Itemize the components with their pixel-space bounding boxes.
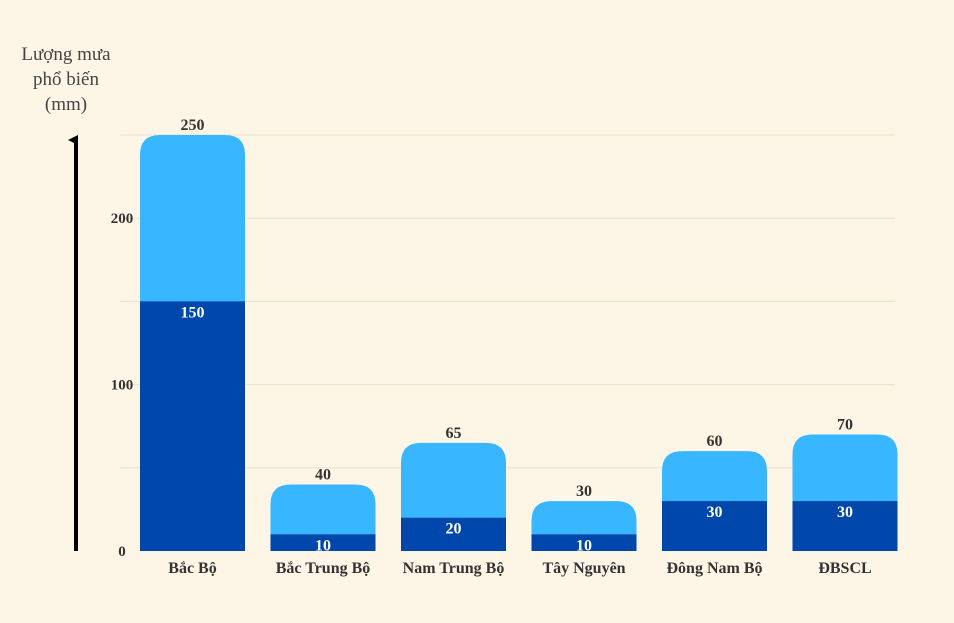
bar-segment-bottom <box>140 301 245 551</box>
x-category-label: Tây Nguyên <box>542 560 625 577</box>
y-tick-label: 100 <box>111 378 134 394</box>
bar-segment-label: 20 <box>446 521 462 538</box>
y-axis-title-line-1: Lượng mưa <box>21 44 111 65</box>
bar-segment-bottom <box>270 534 376 551</box>
bar-segment-bottom <box>531 534 637 551</box>
bars <box>140 135 898 551</box>
x-category-label: Bắc Bộ <box>168 560 216 577</box>
bar-segment-bottom <box>401 517 506 551</box>
x-category-label: ĐBSCL <box>818 560 871 577</box>
bar-total-label: 40 <box>315 466 331 483</box>
y-tick-label: 0 <box>118 544 126 560</box>
x-category-label: Đông Nam Bộ <box>666 560 762 577</box>
bar-segment-bottom <box>662 501 767 551</box>
y-tick-label: 200 <box>111 211 134 227</box>
bar-segment-label: 30 <box>707 504 723 521</box>
bar-segment-label: 10 <box>315 537 331 554</box>
x-category-label: Bắc Trung Bộ <box>276 560 371 577</box>
y-tick-labels: 0 100 200 <box>111 211 134 560</box>
y-axis-title-line-2: phổ biến <box>33 69 99 90</box>
bar-total-label: 70 <box>837 417 853 434</box>
data-labels: 150 250 10 40 20 65 10 30 30 60 30 70 <box>181 117 854 554</box>
bar-segment-bottom <box>792 501 898 551</box>
bar-total-label: 30 <box>576 483 592 500</box>
bar-segment-label: 150 <box>181 304 205 321</box>
bar-segment-label: 30 <box>837 504 853 521</box>
x-category-label: Nam Trung Bộ <box>403 560 505 577</box>
bar-total-label: 250 <box>181 117 205 134</box>
bar-segment-label: 10 <box>576 537 592 554</box>
bar-total-label: 65 <box>446 425 462 442</box>
y-axis-title-line-3: (mm) <box>44 94 88 115</box>
x-category-labels: Bắc Bộ Bắc Trung Bộ Nam Trung Bộ Tây Nguyên… <box>168 560 871 577</box>
bar-total-label: 60 <box>707 433 723 450</box>
